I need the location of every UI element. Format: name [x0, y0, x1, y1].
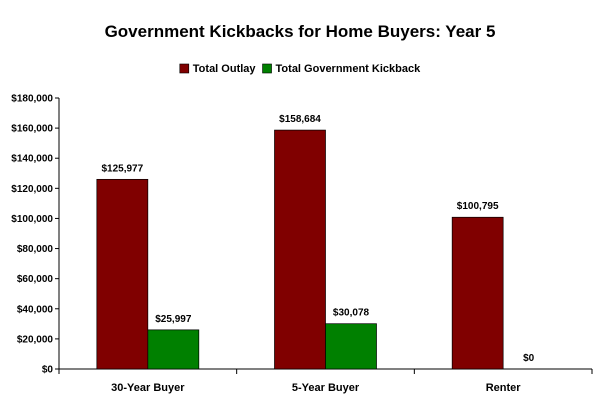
data-label: $0: [523, 353, 535, 364]
y-tick-label: $0: [42, 365, 54, 376]
legend-label: Total Government Kickback: [276, 63, 422, 75]
x-tick-label: 5-Year Buyer: [292, 382, 360, 394]
data-label: $100,795: [457, 201, 499, 212]
y-tick-label: $180,000: [11, 94, 53, 105]
bar-total-outlay: [96, 178, 149, 370]
bar-total-outlay: [274, 129, 326, 370]
legend-swatch: [262, 63, 272, 74]
data-label: $158,684: [279, 114, 321, 125]
y-tick-label: $100,000: [11, 214, 53, 225]
legend: Total Outlay Total Government Kickback: [179, 63, 422, 75]
chart-title: Government Kickbacks for Home Buyers: Ye…: [105, 22, 496, 41]
x-tick-label: Renter: [486, 382, 522, 394]
y-tick-label: $160,000: [11, 124, 53, 135]
bar-total-government-kickback: [147, 329, 200, 370]
x-tick-label: 30-Year Buyer: [111, 382, 185, 394]
data-label: $25,997: [155, 314, 192, 325]
y-tick-label: $140,000: [11, 154, 53, 165]
legend-swatch: [179, 63, 190, 74]
y-tick-label: $80,000: [17, 244, 54, 255]
data-label: $30,078: [333, 308, 370, 319]
y-tick-label: $20,000: [17, 334, 54, 345]
legend-label: Total Outlay: [193, 63, 257, 75]
y-tick-label: $120,000: [11, 184, 53, 195]
bar-total-government-kickback: [325, 323, 377, 370]
y-tick-label: $40,000: [17, 304, 54, 315]
data-label: $125,977: [101, 163, 143, 174]
bar-total-outlay: [451, 216, 504, 370]
plot-area: $0 $20,000 $40,000 $60,000 $80,000 $100,000 $1…: [11, 94, 593, 394]
y-tick-label: $60,000: [17, 274, 54, 285]
